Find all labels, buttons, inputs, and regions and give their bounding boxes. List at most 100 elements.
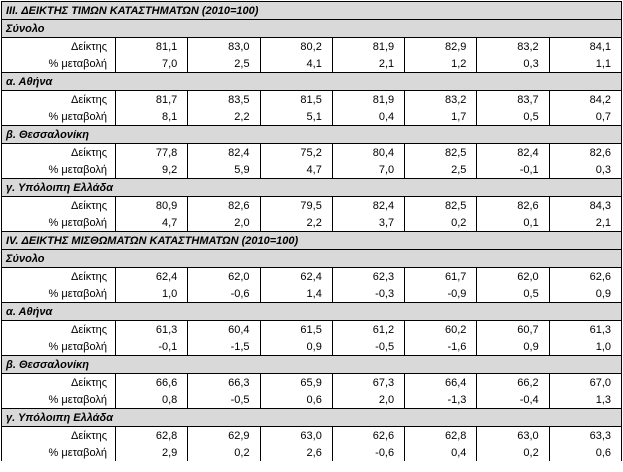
cell-value: 83,0 [187, 37, 261, 55]
cell-value: 84,1 [548, 37, 623, 55]
cell-value: -1,3 [404, 391, 478, 409]
cell-value: 66,6 [114, 373, 189, 391]
data-row: Δείκτης 81,7 83,5 81,5 81,9 83,2 83,7 84,2 [1, 90, 623, 108]
row-label: Δείκτης [1, 426, 116, 444]
cell-value: 62,4 [114, 267, 189, 285]
data-row: % μεταβολή 8,1 2,2 5,1 0,4 1,7 0,5 0,7 [1, 108, 623, 126]
data-row: Δείκτης 66,6 66,3 65,9 67,3 66,4 66,2 67,0 [1, 373, 623, 391]
cell-value: 61,3 [548, 320, 623, 338]
group-name: α. Αθήνα [1, 72, 622, 91]
row-label: Δείκτης [1, 373, 116, 391]
group-name: β. Θεσσαλονίκη [1, 355, 622, 374]
cell-value: 0,9 [259, 338, 333, 356]
cell-value: 5,1 [259, 108, 333, 126]
cell-value: 62,6 [331, 426, 406, 444]
cell-value: 83,2 [476, 37, 550, 55]
cell-value: -0,1 [476, 161, 550, 179]
row-label: Δείκτης [1, 90, 116, 108]
cell-value: 81,9 [331, 90, 406, 108]
cell-value: 82,4 [187, 143, 261, 161]
cell-value: 63,0 [476, 426, 550, 444]
index-table: III. ΔΕΙΚΤΗΣ ΤΙΜΩΝ ΚΑΤΑΣΤΗΜΑΤΩΝ (2010=10… [1, 1, 623, 461]
cell-value: 2,1 [548, 214, 623, 232]
row-label: Δείκτης [1, 267, 116, 285]
cell-value: 2,5 [404, 161, 478, 179]
row-label: % μεταβολή [1, 338, 116, 356]
cell-value: 2,0 [187, 214, 261, 232]
cell-value: 83,5 [187, 90, 261, 108]
cell-value: 82,9 [404, 37, 478, 55]
cell-value: 0,9 [476, 338, 550, 356]
cell-value: 4,1 [259, 55, 333, 73]
cell-value: 81,7 [114, 90, 189, 108]
data-row: Δείκτης 61,3 60,4 61,5 61,2 60,2 60,7 61,3 [1, 320, 623, 338]
cell-value: 0,6 [259, 391, 333, 409]
data-row: % μεταβολή 0,8 -0,5 0,6 2,0 -1,3 -0,4 1,3 [1, 391, 623, 409]
data-row: % μεταβολή 2,9 0,2 2,6 -0,6 0,4 0,2 0,6 [1, 444, 623, 461]
cell-value: 2,2 [187, 108, 261, 126]
cell-value: 61,2 [331, 320, 406, 338]
cell-value: 62,3 [331, 267, 406, 285]
cell-value: 82,4 [331, 196, 406, 214]
cell-value: 60,2 [404, 320, 478, 338]
cell-value: -1,6 [404, 338, 478, 356]
cell-value: -0,3 [331, 285, 406, 303]
data-row: % μεταβολή -0,1 -1,5 0,9 -0,5 -1,6 0,9 1,0 [1, 338, 623, 356]
row-label: % μεταβολή [1, 55, 116, 73]
row-label: % μεταβολή [1, 161, 116, 179]
cell-value: 81,9 [331, 37, 406, 55]
cell-value: 62,9 [187, 426, 261, 444]
table-body: III. ΔΕΙΚΤΗΣ ΤΙΜΩΝ ΚΑΤΑΣΤΗΜΑΤΩΝ (2010=10… [1, 1, 623, 461]
data-row: % μεταβολή 1,0 -0,6 1,4 -0,3 -0,9 0,5 0,9 [1, 285, 623, 303]
cell-value: 7,0 [331, 161, 406, 179]
cell-value: 83,7 [476, 90, 550, 108]
cell-value: 1,0 [114, 285, 189, 303]
cell-value: 62,8 [114, 426, 189, 444]
cell-value: 82,4 [476, 143, 550, 161]
group-name: Σύνολο [1, 249, 622, 268]
cell-value: 0,5 [476, 108, 550, 126]
cell-value: 1,4 [259, 285, 333, 303]
group-name: γ. Υπόλοιπη Ελλάδα [1, 408, 622, 427]
cell-value: 0,2 [476, 444, 550, 461]
cell-value: 82,6 [548, 143, 623, 161]
cell-value: 66,4 [404, 373, 478, 391]
row-label: % μεταβολή [1, 391, 116, 409]
cell-value: 66,2 [476, 373, 550, 391]
cell-value: 2,9 [114, 444, 189, 461]
cell-value: 80,9 [114, 196, 189, 214]
section-row: III. ΔΕΙΚΤΗΣ ΤΙΜΩΝ ΚΑΤΑΣΤΗΜΑΤΩΝ (2010=10… [1, 1, 622, 20]
group-name: γ. Υπόλοιπη Ελλάδα [1, 178, 622, 197]
cell-value: 2,1 [331, 55, 406, 73]
cell-value: 0,7 [548, 108, 623, 126]
cell-value: 0,3 [476, 55, 550, 73]
cell-value: 8,1 [114, 108, 189, 126]
row-label: Δείκτης [1, 37, 116, 55]
data-row: % μεταβολή 9,2 5,9 4,7 7,0 2,5 -0,1 0,3 [1, 161, 623, 179]
row-label: Δείκτης [1, 196, 116, 214]
group-row: Σύνολο [1, 19, 622, 38]
cell-value: 62,6 [548, 267, 623, 285]
cell-value: 0,1 [476, 214, 550, 232]
cell-value: 83,2 [404, 90, 478, 108]
cell-value: -0,6 [331, 444, 406, 461]
section-title: III. ΔΕΙΚΤΗΣ ΤΙΜΩΝ ΚΑΤΑΣΤΗΜΑΤΩΝ (2010=10… [1, 1, 622, 20]
cell-value: 2,2 [259, 214, 333, 232]
data-row: Δείκτης 81,1 83,0 80,2 81,9 82,9 83,2 84,1 [1, 37, 623, 55]
cell-value: -1,5 [187, 338, 261, 356]
cell-value: 0,4 [404, 444, 478, 461]
row-label: % μεταβολή [1, 285, 116, 303]
cell-value: 1,2 [404, 55, 478, 73]
cell-value: 67,0 [548, 373, 623, 391]
cell-value: 61,7 [404, 267, 478, 285]
data-row: Δείκτης 62,4 62,0 62,4 62,3 61,7 62,0 62,6 [1, 267, 623, 285]
cell-value: 80,2 [259, 37, 333, 55]
section-title: IV. ΔΕΙΚΤΗΣ ΜΙΣΘΩΜΑΤΩΝ ΚΑΤΑΣΤΗΜΑΤΩΝ (201… [1, 231, 622, 250]
cell-value: -0,5 [331, 338, 406, 356]
cell-value: 75,2 [259, 143, 333, 161]
group-name: β. Θεσσαλονίκη [1, 125, 622, 144]
cell-value: 0,8 [114, 391, 189, 409]
section-row: IV. ΔΕΙΚΤΗΣ ΜΙΣΘΩΜΑΤΩΝ ΚΑΤΑΣΤΗΜΑΤΩΝ (201… [1, 231, 622, 250]
cell-value: 66,3 [187, 373, 261, 391]
group-row: β. Θεσσαλονίκη [1, 355, 622, 374]
